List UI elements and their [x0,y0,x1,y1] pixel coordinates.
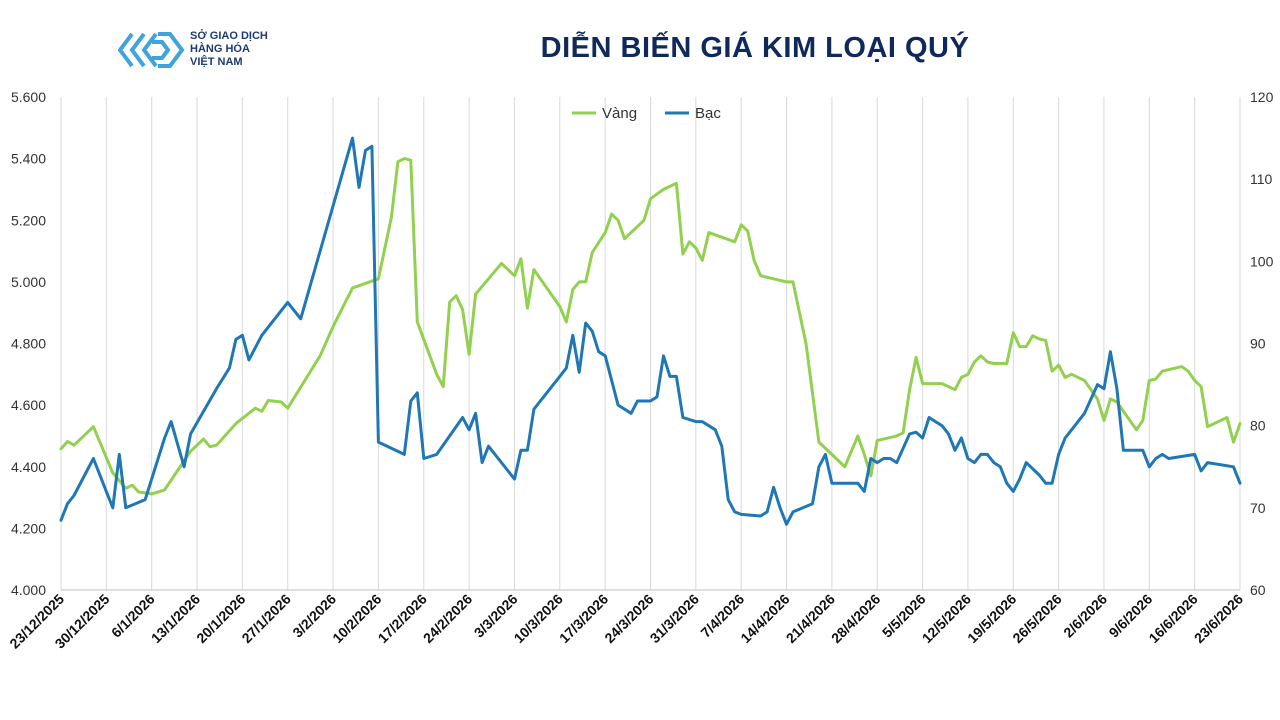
legend-label: Bạc [695,105,721,122]
y-left-tick-label: 4.400 [11,459,46,475]
x-tick-label: 31/3/2026 [647,591,703,647]
x-tick-label: 28/4/2026 [828,591,884,647]
y-left-tick-label: 4.000 [11,582,46,598]
x-tick-label: 23/6/2026 [1191,591,1247,647]
x-tick-label: 24/2/2026 [420,591,476,647]
series-line-bac [59,136,1242,526]
chart-title: DIỄN BIẾN GIÁ KIM LOẠI QUÝ [540,32,970,64]
y-left-tick-label: 5.400 [11,151,46,167]
y-right-tick-label: 90 [1250,336,1266,352]
x-tick-label: 26/5/2026 [1009,591,1065,647]
brand-line-1: SỞ GIAO DỊCH [190,30,268,42]
y-left-tick-label: 5.600 [11,89,46,105]
y-left-tick-label: 4.200 [11,520,46,536]
brand-line-2: HÀNG HÓA [190,43,250,55]
brand-logo: SỞ GIAO DỊCH HÀNG HÓA VIỆT NAM [118,28,318,74]
y-left-tick-label: 4.600 [11,397,46,413]
series-line-vang [59,157,1242,496]
y-right-tick-label: 80 [1250,418,1266,434]
y-left-tick-label: 5.200 [11,212,46,228]
brand-chevron-icon [118,32,185,68]
y-right-tick-label: 100 [1250,253,1274,269]
y-left-tick-label: 5.000 [11,274,46,290]
y-right-tick-label: 110 [1250,171,1273,187]
x-tick-label: 27/1/2026 [238,591,294,647]
brand-line-3: VIỆT NAM [190,56,243,68]
y-left-tick-label: 4.800 [11,336,46,352]
y-right-tick-label: 60 [1250,582,1266,598]
x-tick-label: 2/6/2026 [1060,591,1110,641]
legend-label: Vàng [602,105,637,122]
y-right-tick-label: 70 [1250,500,1266,516]
y-right-tick-label: 120 [1250,89,1274,105]
brand-name: SỞ GIAO DỊCH HÀNG HÓA VIỆT NAM [190,30,318,69]
